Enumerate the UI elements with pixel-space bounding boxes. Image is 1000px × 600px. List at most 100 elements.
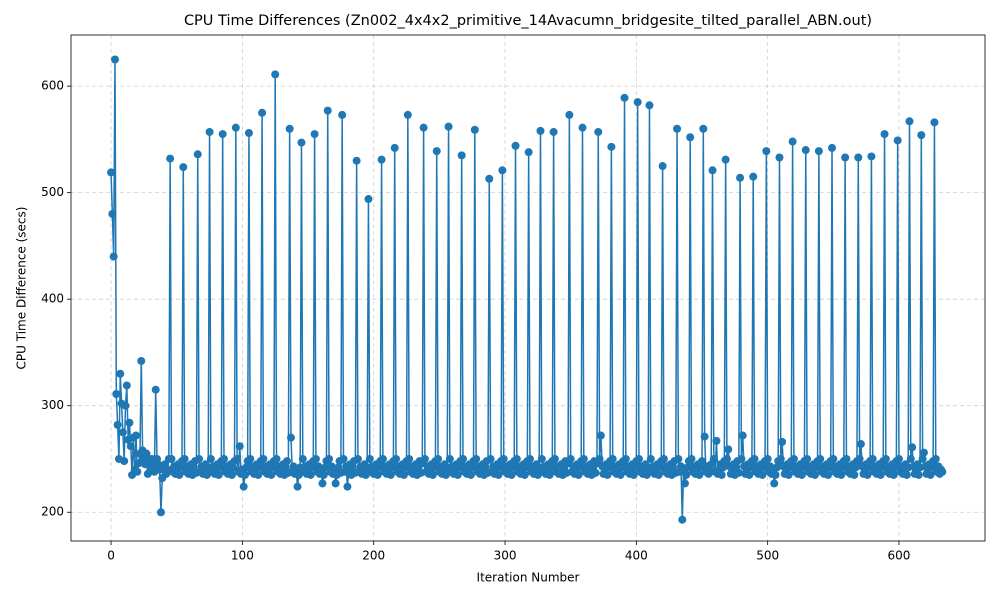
data-point (494, 470, 503, 479)
data-point (121, 401, 130, 410)
data-point (750, 454, 759, 463)
data-point (142, 449, 151, 458)
data-point (378, 454, 387, 463)
data-point (772, 463, 781, 472)
y-tick-label: 200 (41, 505, 64, 519)
y-tick-label: 600 (41, 79, 64, 93)
data-point (507, 470, 516, 479)
data-point (498, 166, 507, 175)
data-point (179, 163, 188, 172)
data-point (616, 470, 625, 479)
data-point (699, 124, 708, 133)
data-point (512, 454, 521, 463)
data-point (762, 147, 771, 156)
data-point (717, 470, 726, 479)
data-point (906, 454, 915, 463)
data-point (420, 454, 429, 463)
data-point (654, 470, 663, 479)
data-point (608, 454, 617, 463)
data-point (658, 162, 667, 171)
data-point (306, 470, 315, 479)
data-point (246, 454, 255, 463)
data-point (214, 470, 223, 479)
data-point (205, 127, 214, 136)
data-point (919, 448, 928, 457)
data-point (195, 454, 204, 463)
data-point (908, 443, 917, 452)
data-point (926, 470, 935, 479)
data-point (241, 470, 250, 479)
data-point (565, 110, 574, 119)
data-point (687, 454, 696, 463)
data-point (206, 454, 215, 463)
data-point (566, 454, 575, 463)
data-point (377, 155, 386, 164)
data-point (133, 467, 142, 476)
data-point (419, 123, 428, 132)
data-point (126, 442, 135, 451)
data-point (151, 385, 160, 394)
data-point (470, 125, 479, 134)
data-point (788, 137, 797, 146)
x-tick-label: 200 (362, 549, 385, 563)
data-point (125, 418, 134, 427)
data-point (917, 131, 926, 140)
data-point (867, 152, 876, 161)
data-point (386, 470, 395, 479)
data-point (784, 470, 793, 479)
data-point (894, 454, 903, 463)
data-point (854, 153, 863, 162)
data-point (591, 468, 600, 477)
data-point (801, 146, 810, 155)
data-point (889, 470, 898, 479)
data-point (319, 470, 328, 479)
plot-frame (70, 34, 986, 542)
data-point (893, 136, 902, 145)
data-point (712, 436, 721, 445)
y-tick-label: 300 (41, 398, 64, 412)
data-point (122, 381, 131, 390)
data-point (166, 154, 175, 163)
data-point (700, 432, 709, 441)
data-point (550, 454, 559, 463)
data-point (537, 454, 546, 463)
data-point (271, 70, 280, 79)
data-point (719, 463, 728, 472)
data-point (633, 98, 642, 107)
data-point (880, 130, 889, 139)
x-tick-label: 400 (625, 549, 648, 563)
data-point (673, 124, 682, 133)
data-point (392, 454, 401, 463)
y-tick-label: 500 (41, 185, 64, 199)
data-point (931, 454, 940, 463)
data-point (390, 143, 399, 152)
data-point (775, 153, 784, 162)
data-point (837, 470, 846, 479)
data-point (629, 470, 638, 479)
data-point (180, 454, 189, 463)
data-point (930, 118, 939, 127)
data-point (298, 454, 307, 463)
data-point (549, 127, 558, 136)
data-point (841, 153, 850, 162)
data-point (816, 454, 825, 463)
data-point (645, 101, 654, 110)
data-point (763, 454, 772, 463)
data-point (574, 470, 583, 479)
data-point (856, 440, 865, 449)
data-point (116, 369, 125, 378)
data-point (285, 124, 294, 133)
data-point (646, 454, 655, 463)
data-point (283, 457, 292, 466)
data-point (219, 454, 228, 463)
data-point (311, 454, 320, 463)
data-point (621, 454, 630, 463)
data-point (914, 470, 923, 479)
data-point (267, 470, 276, 479)
data-point (579, 454, 588, 463)
data-point (318, 479, 327, 488)
data-point (851, 463, 860, 472)
data-point (824, 470, 833, 479)
data-point (156, 508, 165, 517)
data-point (876, 470, 885, 479)
